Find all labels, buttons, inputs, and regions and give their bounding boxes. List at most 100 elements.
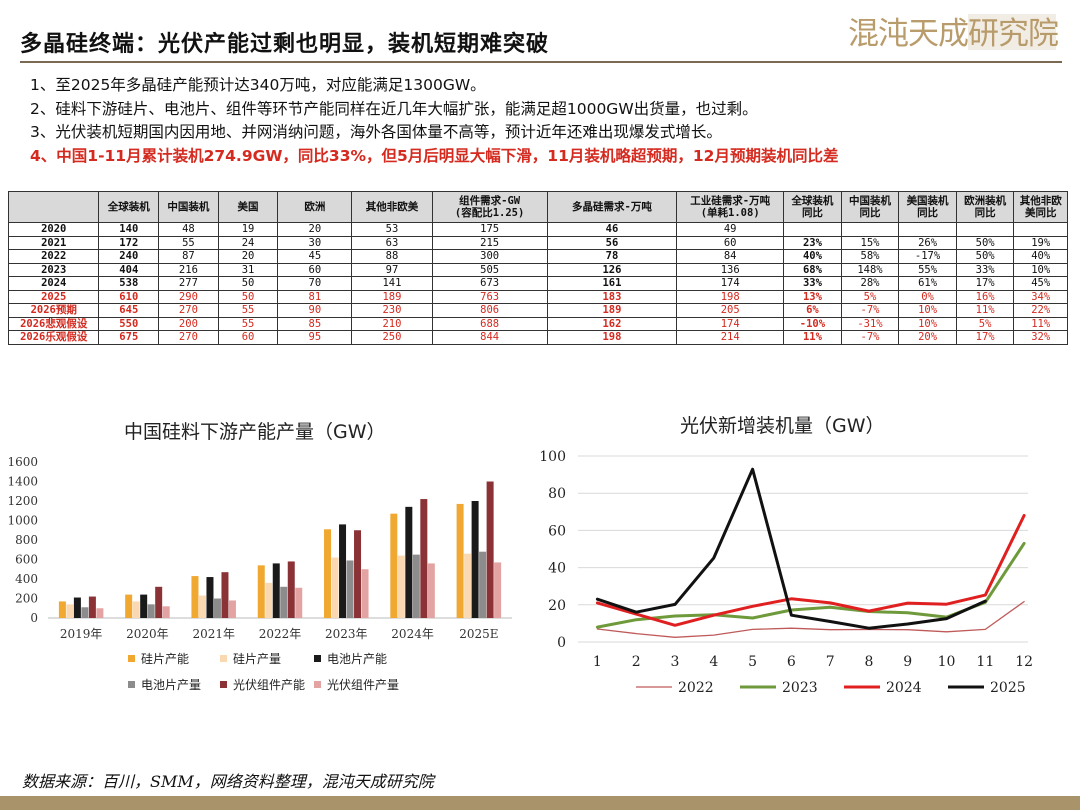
table-cell: 78 bbox=[546, 249, 678, 264]
table-cell: 141 bbox=[351, 276, 433, 291]
table-cell: 20% bbox=[898, 330, 957, 345]
table-cell: 84 bbox=[676, 249, 785, 264]
table-cell: 87 bbox=[158, 249, 219, 264]
table-cell: 645 bbox=[98, 303, 160, 318]
table-cell: 610 bbox=[98, 289, 160, 304]
y-tick-label: 400 bbox=[15, 572, 38, 586]
table-header-row: 全球装机 中国装机 美国 欧洲 其他非欧美 组件需求-GW (容配比1.25) 多晶硅需求-万… bbox=[7, 191, 1068, 223]
y-tick-label: 0 bbox=[30, 611, 38, 625]
table-cell: 88 bbox=[351, 249, 433, 264]
downstream-capacity-bar-chart: 0 200 400 600 800 1000 1200 1400 1600 2019年 2020年 2… bbox=[7, 455, 512, 692]
x-tick-label: 2023年 bbox=[325, 627, 368, 641]
table-cell bbox=[840, 222, 900, 237]
table-cell: 673 bbox=[431, 276, 548, 291]
table-cell bbox=[955, 222, 1015, 237]
table-cell: 806 bbox=[431, 303, 548, 318]
table-cell: 404 bbox=[98, 262, 160, 277]
table-cell: 16% bbox=[955, 289, 1015, 304]
table-cell: 6% bbox=[783, 303, 842, 318]
table-cell: 24 bbox=[217, 235, 279, 250]
table-body: 2020 140 48 19 20 53 175 46 49 2021 172 55 24 30 63 215… bbox=[7, 222, 1068, 345]
point-4-highlight: 4、中国1-11月累计装机274.9GW，同比33%，但5月后明显大幅下滑，11… bbox=[30, 146, 839, 165]
x-tick-label: 2021年 bbox=[192, 627, 235, 641]
table-cell: 56 bbox=[546, 235, 678, 250]
legend-label: 2023 bbox=[782, 680, 818, 696]
table-cell bbox=[1013, 222, 1068, 237]
y-tick-label: 1400 bbox=[7, 475, 38, 489]
table-cell: 17% bbox=[955, 276, 1015, 291]
table-cell: 48 bbox=[158, 222, 219, 237]
bar-电池片产能 bbox=[339, 524, 347, 618]
bar-电池片产量 bbox=[412, 554, 420, 618]
table-cell: 0% bbox=[898, 289, 957, 304]
table-cell: 2025 bbox=[7, 289, 100, 304]
table-cell: 11% bbox=[1013, 316, 1068, 331]
bar-硅片产能 bbox=[125, 594, 133, 618]
table-cell: 538 bbox=[98, 276, 160, 291]
title-bar: 多晶硅终端：光伏产能过剩也明显，装机短期难突破 混沌天成研究院 bbox=[0, 0, 1080, 66]
table-cell: 32% bbox=[1013, 330, 1068, 345]
table-cell: 55 bbox=[158, 235, 219, 250]
x-tick-label: 2020年 bbox=[126, 627, 169, 641]
table-cell: 31 bbox=[217, 262, 279, 277]
bar-光伏组件产能 bbox=[486, 481, 494, 618]
left-chart-title: 中国硅料下游产能产量（GW） bbox=[124, 421, 386, 443]
legend-swatch bbox=[314, 655, 321, 662]
x-tick-label: 10 bbox=[938, 654, 956, 670]
table-row: 2021 172 55 24 30 63 215 56 60 23% 15% 26% 50% 19% bbox=[7, 235, 1068, 250]
table-cell: 270 bbox=[158, 330, 219, 345]
table-cell: 13% bbox=[783, 289, 842, 304]
bar-硅片产能 bbox=[324, 529, 332, 618]
table-cell: -7% bbox=[840, 303, 900, 318]
table-cell: 50% bbox=[955, 235, 1015, 250]
x-tick-label: 2019年 bbox=[60, 627, 103, 641]
table-cell: 2022 bbox=[7, 249, 100, 264]
table-row: 2026悲观假设 550 200 55 85 210 688 162 174 -10% -31% 10… bbox=[7, 316, 1068, 331]
table-cell: 85 bbox=[277, 316, 353, 331]
bar-硅片产能 bbox=[191, 576, 199, 618]
table-cell: 40% bbox=[783, 249, 842, 264]
table-row: 2025 610 290 50 81 189 763 183 198 13% 5% 0% 16% 34% bbox=[7, 289, 1068, 304]
legend-swatch bbox=[220, 655, 227, 662]
table-cell: 198 bbox=[676, 289, 785, 304]
table-header-cell: 全球装机 bbox=[98, 191, 160, 223]
legend-label: 光伏组件产量 bbox=[327, 678, 399, 692]
legend-label: 2022 bbox=[678, 680, 714, 696]
table-cell: 2026预期 bbox=[7, 303, 100, 318]
table-row: 2026乐观假设 675 270 60 95 250 844 198 214 11% -7% 20% 1… bbox=[7, 330, 1068, 345]
legend-label: 硅片产量 bbox=[233, 652, 281, 666]
y-tick-label: 800 bbox=[15, 533, 38, 547]
table-cell: 2020 bbox=[7, 222, 100, 237]
table-cell: 60 bbox=[676, 235, 785, 250]
table-cell: 46 bbox=[546, 222, 678, 237]
series-line-2023 bbox=[595, 541, 1026, 629]
table-cell: 5% bbox=[955, 316, 1015, 331]
table-cell: 2026悲观假设 bbox=[7, 316, 100, 331]
bar-光伏组件产能 bbox=[420, 499, 428, 618]
y-tick-label: 80 bbox=[548, 486, 566, 502]
table-cell: 174 bbox=[676, 276, 785, 291]
legend-swatch bbox=[128, 681, 135, 688]
bar-电池片产能 bbox=[471, 501, 479, 618]
bar-光伏组件产能 bbox=[155, 586, 163, 618]
x-tick-label: 9 bbox=[903, 654, 912, 670]
y-tick-label: 0 bbox=[557, 635, 566, 651]
table-cell: 61% bbox=[898, 276, 957, 291]
table-cell: 33% bbox=[783, 276, 842, 291]
bar-硅片产能 bbox=[257, 565, 265, 618]
bar-硅片产量 bbox=[265, 582, 273, 618]
table-cell: 17% bbox=[955, 330, 1015, 345]
table-cell: 49 bbox=[676, 222, 785, 237]
table-cell: 210 bbox=[351, 316, 433, 331]
table-cell: 2021 bbox=[7, 235, 100, 250]
x-tick-label: 2022年 bbox=[259, 627, 302, 641]
bar-电池片产能 bbox=[272, 563, 280, 618]
series-line-2024 bbox=[595, 514, 1026, 627]
table-cell: 162 bbox=[546, 316, 678, 331]
table-cell: 175 bbox=[431, 222, 548, 237]
table-header-cell bbox=[7, 191, 100, 223]
right-chart-title: 光伏新增装机量（GW） bbox=[680, 415, 885, 437]
y-tick-label: 100 bbox=[539, 449, 566, 465]
bar-电池片产量 bbox=[213, 598, 221, 618]
